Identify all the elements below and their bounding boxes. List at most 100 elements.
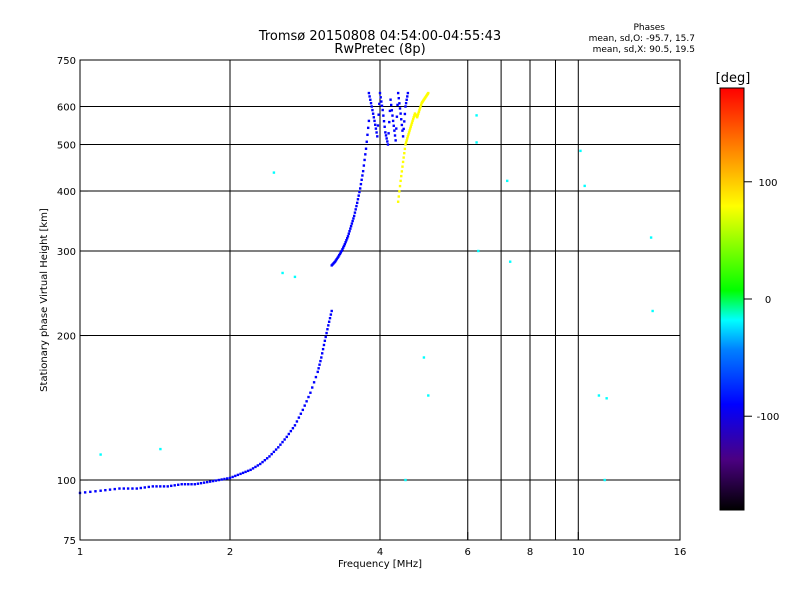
- data-point: [347, 232, 350, 235]
- data-point: [406, 91, 410, 95]
- data-point: [406, 95, 409, 98]
- data-point: [220, 478, 223, 481]
- data-point: [404, 105, 407, 108]
- data-point: [418, 108, 421, 112]
- data-point: [409, 127, 412, 130]
- data-point: [343, 242, 347, 246]
- data-point: [155, 485, 158, 488]
- x-tick-label: 1: [77, 547, 83, 558]
- data-point: [376, 124, 380, 127]
- data-point: [190, 483, 193, 486]
- data-point: [354, 208, 357, 211]
- y-tick-label: 400: [57, 187, 76, 198]
- data-point: [366, 126, 370, 130]
- data-point: [301, 408, 305, 412]
- data-point: [170, 484, 173, 488]
- data-point: [246, 469, 250, 473]
- data-point: [113, 487, 116, 491]
- data-point: [330, 309, 333, 313]
- data-point: [336, 256, 339, 260]
- data-point: [359, 182, 363, 186]
- data-point: [314, 375, 318, 379]
- data-point: [411, 119, 414, 123]
- data-point: [417, 110, 421, 114]
- data-point: [285, 435, 288, 439]
- data-point: [289, 429, 293, 433]
- data-point: [139, 486, 142, 490]
- data-point: [400, 123, 404, 127]
- data-point: [353, 211, 357, 214]
- data-point: [579, 149, 582, 153]
- colorbar-tick-label: 0: [765, 295, 771, 306]
- data-point: [344, 240, 347, 244]
- chart-subtitle: RwPretec (8p): [334, 42, 425, 57]
- data-point: [370, 105, 373, 108]
- y-tick-label: 200: [57, 332, 76, 343]
- data-point: [281, 440, 284, 444]
- data-point: [319, 359, 322, 363]
- data-point: [384, 131, 387, 134]
- data-point: [228, 476, 232, 480]
- data-point: [217, 478, 221, 482]
- colorbar-tick-label: -100: [757, 412, 780, 423]
- data-point: [427, 394, 430, 397]
- data-point: [295, 420, 299, 423]
- data-point: [277, 446, 280, 449]
- data-point: [422, 356, 426, 359]
- data-point: [135, 487, 138, 490]
- data-point: [385, 137, 388, 140]
- data-point: [407, 133, 410, 136]
- data-point: [402, 127, 405, 131]
- data-point: [397, 195, 400, 198]
- colorbar-label: [deg]: [716, 71, 751, 86]
- y-axis-ticks: 75 100 200 300 400 500 600 750: [57, 56, 88, 547]
- y-tick-label: 500: [57, 141, 76, 152]
- data-point: [166, 485, 169, 488]
- data-point: [241, 471, 245, 475]
- data-point: [316, 370, 319, 374]
- data-point: [360, 178, 363, 182]
- data-point: [272, 171, 276, 174]
- data-point: [419, 105, 422, 108]
- y-tick-label: 75: [63, 536, 76, 547]
- data-point: [89, 490, 92, 494]
- data-point: [346, 235, 350, 238]
- data-point: [388, 109, 392, 113]
- data-point: [122, 487, 125, 490]
- data-point: [406, 135, 410, 138]
- data-point: [83, 491, 87, 494]
- data-point: [403, 112, 407, 116]
- data-point: [364, 147, 368, 150]
- x-tick-label: 16: [674, 547, 687, 558]
- data-point: [358, 187, 362, 190]
- data-point: [256, 464, 260, 467]
- data-point: [378, 91, 382, 95]
- data-point: [322, 343, 326, 347]
- data-point: [254, 465, 257, 469]
- data-point: [321, 352, 324, 355]
- data-point: [327, 320, 331, 323]
- data-point: [325, 331, 328, 335]
- data-point: [352, 214, 356, 218]
- data-point: [401, 160, 405, 164]
- data-point: [351, 219, 354, 223]
- data-point: [356, 198, 360, 201]
- data-point: [410, 121, 414, 124]
- data-point: [399, 112, 402, 115]
- data-point: [365, 140, 368, 143]
- x-tick-label: 8: [527, 547, 533, 558]
- data-point: [379, 96, 382, 99]
- data-point: [263, 458, 267, 462]
- data-point: [380, 104, 384, 107]
- data-point: [363, 158, 366, 162]
- data-point: [348, 230, 351, 233]
- data-point: [223, 477, 226, 481]
- data-point: [342, 244, 346, 248]
- data-point: [287, 432, 291, 436]
- data-point: [380, 100, 383, 103]
- data-point: [272, 450, 276, 454]
- data-point: [383, 125, 386, 128]
- stats-o-line: mean, sd,O: -95.7, 15.7: [589, 34, 695, 44]
- data-point: [399, 179, 402, 183]
- data-point: [475, 141, 478, 144]
